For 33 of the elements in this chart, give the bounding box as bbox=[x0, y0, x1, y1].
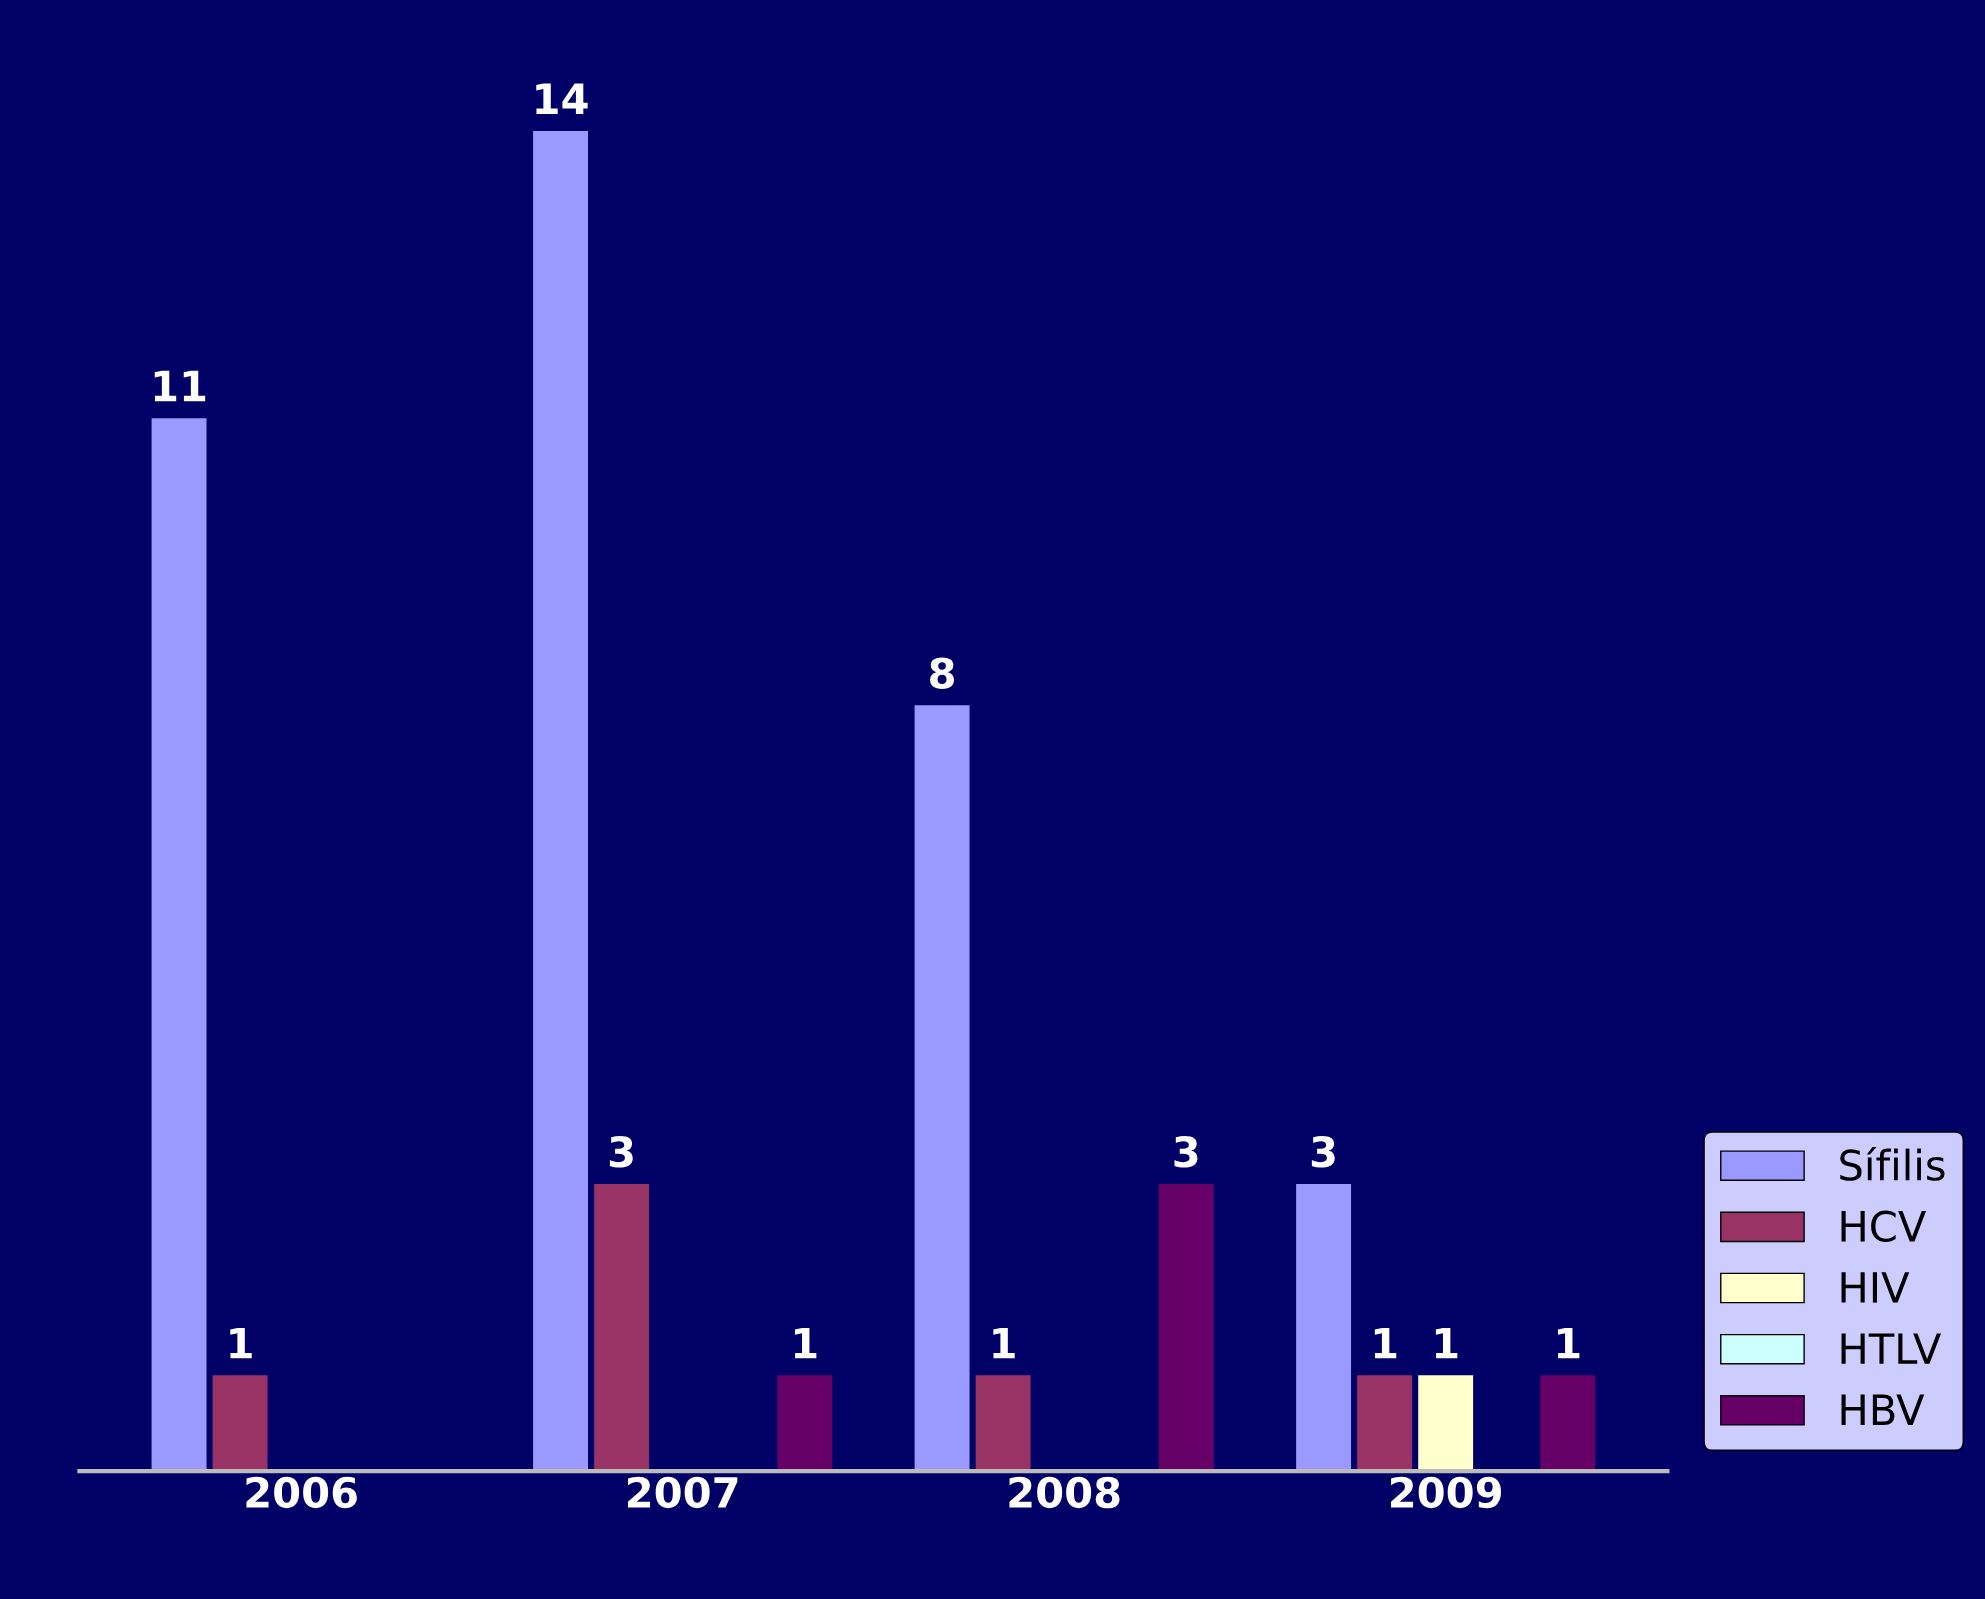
x-tick-label: 2006 bbox=[246, 1476, 357, 1509]
bar bbox=[212, 1375, 268, 1472]
data-label: 3 bbox=[1311, 1135, 1335, 1168]
bar bbox=[777, 1375, 833, 1472]
bar bbox=[594, 1183, 650, 1472]
bar bbox=[1296, 1183, 1352, 1472]
data-label: 1 bbox=[1435, 1327, 1458, 1359]
data-label: 1 bbox=[1557, 1327, 1580, 1359]
data-label: 3 bbox=[1174, 1135, 1198, 1168]
legend-label: HCV bbox=[1841, 1210, 1927, 1243]
bar bbox=[151, 418, 207, 1472]
x-tick-label: 2009 bbox=[1390, 1476, 1501, 1509]
legend-label: HTLV bbox=[1841, 1333, 1942, 1364]
data-label: 1 bbox=[993, 1327, 1015, 1359]
bar bbox=[533, 130, 589, 1472]
legend-label: Sífilis bbox=[1840, 1146, 1945, 1181]
data-label: 8 bbox=[930, 657, 954, 689]
x-tick-label: 2007 bbox=[627, 1476, 738, 1509]
x-tick-label: 2008 bbox=[1009, 1476, 1120, 1509]
legend-label: HBV bbox=[1841, 1394, 1925, 1425]
bar bbox=[1418, 1375, 1474, 1472]
bar bbox=[975, 1375, 1031, 1472]
bar bbox=[1158, 1183, 1214, 1472]
data-label: 11 bbox=[154, 370, 206, 402]
data-label: 14 bbox=[536, 83, 588, 114]
data-label: 1 bbox=[794, 1327, 817, 1359]
data-label: 1 bbox=[1374, 1327, 1397, 1359]
data-label: 3 bbox=[609, 1135, 633, 1168]
data-label: 1 bbox=[230, 1327, 252, 1359]
bar bbox=[1357, 1375, 1413, 1472]
bar bbox=[1540, 1375, 1596, 1472]
bar bbox=[914, 705, 970, 1472]
legend-label: HIV bbox=[1841, 1272, 1910, 1303]
